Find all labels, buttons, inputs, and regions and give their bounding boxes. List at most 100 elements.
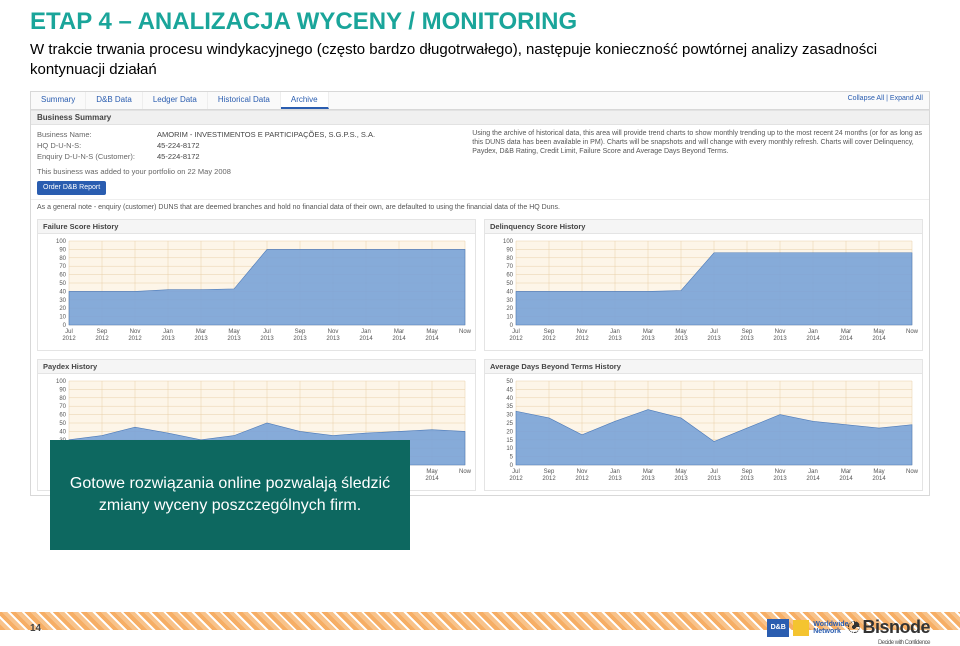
footer: 14 D&B Worldwide Network Bisnode Decide …	[0, 592, 960, 644]
svg-text:70: 70	[506, 264, 513, 270]
svg-text:90: 90	[506, 247, 513, 253]
svg-text:Jan: Jan	[610, 469, 620, 475]
svg-text:70: 70	[59, 264, 66, 270]
summary-fields: Business Name:AMORIM - INVESTIMENTOS E P…	[37, 129, 462, 196]
svg-text:50: 50	[506, 281, 513, 287]
svg-text:2013: 2013	[674, 476, 688, 482]
svg-text:Nov: Nov	[775, 329, 786, 335]
general-note: As a general note - enquiry (customer) D…	[31, 199, 929, 215]
bisnode-logo: Bisnode Decide with Confidence	[862, 617, 930, 638]
chart-delinquency: Delinquency Score History 01020304050607…	[484, 219, 923, 351]
dnb-logo: D&B Worldwide Network	[767, 619, 848, 637]
svg-text:40: 40	[506, 396, 513, 402]
chart-failure: Failure Score History 010203040506070809…	[37, 219, 476, 351]
svg-text:100: 100	[56, 379, 67, 385]
svg-text:Sep: Sep	[742, 469, 753, 475]
svg-text:2014: 2014	[425, 336, 439, 342]
svg-text:40: 40	[59, 429, 66, 435]
svg-text:2012: 2012	[542, 476, 556, 482]
svg-text:May: May	[873, 469, 884, 475]
svg-text:Mar: Mar	[643, 329, 653, 335]
svg-text:50: 50	[59, 421, 66, 427]
svg-text:25: 25	[506, 421, 513, 427]
svg-text:Nov: Nov	[577, 329, 588, 335]
svg-text:60: 60	[59, 413, 66, 419]
chart-title: Failure Score History	[38, 220, 475, 234]
svg-text:10: 10	[59, 315, 66, 321]
report-panel: Summary D&B Data Ledger Data Historical …	[30, 91, 930, 497]
svg-text:2013: 2013	[740, 476, 754, 482]
svg-text:Mar: Mar	[841, 469, 851, 475]
svg-text:90: 90	[59, 247, 66, 253]
svg-text:May: May	[675, 329, 686, 335]
svg-text:30: 30	[506, 298, 513, 304]
svg-text:Mar: Mar	[643, 469, 653, 475]
svg-text:Sep: Sep	[97, 329, 108, 335]
chart-svg: 05101520253035404550Jul2012Sep2012Nov201…	[488, 377, 918, 487]
bisnode-text: Bisnode	[862, 617, 930, 637]
svg-text:2013: 2013	[773, 476, 787, 482]
page-title: ETAP 4 – ANALIZACJA WYCENY / MONITORING	[0, 0, 960, 38]
svg-text:80: 80	[59, 396, 66, 402]
field-label: Business Name:	[37, 129, 157, 140]
svg-text:2013: 2013	[707, 336, 721, 342]
svg-text:Now: Now	[906, 469, 918, 475]
svg-text:100: 100	[503, 239, 514, 245]
svg-text:Nov: Nov	[130, 329, 141, 335]
tab-dbdata[interactable]: D&B Data	[86, 92, 143, 109]
chart-title: Delinquency Score History	[485, 220, 922, 234]
field-label: Enquiry D-U-N-S (Customer):	[37, 151, 157, 162]
svg-text:2013: 2013	[641, 476, 655, 482]
svg-text:2013: 2013	[161, 336, 175, 342]
svg-text:2013: 2013	[326, 336, 340, 342]
order-report-button[interactable]: Order D&B Report	[37, 181, 106, 196]
svg-text:May: May	[426, 329, 437, 335]
svg-text:2013: 2013	[608, 336, 622, 342]
business-summary-header: Business Summary	[31, 110, 929, 125]
svg-text:2013: 2013	[260, 336, 274, 342]
svg-text:50: 50	[506, 379, 513, 385]
business-summary-body: Business Name:AMORIM - INVESTIMENTOS E P…	[31, 125, 929, 200]
svg-text:2013: 2013	[641, 336, 655, 342]
field-value: 45-224-8172	[157, 151, 462, 162]
svg-text:Jan: Jan	[610, 329, 620, 335]
tab-ledger[interactable]: Ledger Data	[143, 92, 208, 109]
svg-text:2012: 2012	[575, 476, 589, 482]
svg-text:70: 70	[59, 404, 66, 410]
svg-text:2014: 2014	[839, 336, 853, 342]
tab-historical[interactable]: Historical Data	[208, 92, 281, 109]
svg-text:60: 60	[506, 273, 513, 279]
tab-summary[interactable]: Summary	[31, 92, 86, 109]
svg-text:2014: 2014	[806, 336, 820, 342]
svg-text:Mar: Mar	[841, 329, 851, 335]
svg-text:Sep: Sep	[544, 329, 555, 335]
field-value: AMORIM - INVESTIMENTOS E PARTICIPAÇÕES, …	[157, 129, 462, 140]
svg-text:Sep: Sep	[544, 469, 555, 475]
svg-text:80: 80	[59, 256, 66, 262]
tab-bar: Summary D&B Data Ledger Data Historical …	[31, 92, 929, 110]
svg-text:2012: 2012	[509, 336, 523, 342]
svg-text:10: 10	[506, 315, 513, 321]
page-subtitle: W trakcie trwania procesu windykacyjnego…	[0, 38, 960, 87]
chart-title: Average Days Beyond Terms History	[485, 360, 922, 374]
svg-text:2012: 2012	[575, 336, 589, 342]
svg-text:Jul: Jul	[263, 329, 271, 335]
svg-text:2014: 2014	[872, 476, 886, 482]
svg-text:35: 35	[506, 404, 513, 410]
svg-text:2014: 2014	[392, 336, 406, 342]
svg-text:50: 50	[59, 281, 66, 287]
svg-text:2014: 2014	[872, 336, 886, 342]
svg-text:Jan: Jan	[808, 469, 818, 475]
svg-text:60: 60	[59, 273, 66, 279]
footer-logos: D&B Worldwide Network Bisnode Decide wit…	[767, 617, 930, 638]
callout-box: Gotowe rozwiązania online pozwalają śled…	[50, 440, 410, 550]
svg-text:2013: 2013	[674, 336, 688, 342]
bisnode-tagline: Decide with Confidence	[878, 640, 930, 646]
chart-avgdays: Average Days Beyond Terms History 051015…	[484, 359, 923, 491]
svg-text:15: 15	[506, 438, 513, 444]
dnb-box-icon: D&B	[767, 619, 789, 637]
tab-archive[interactable]: Archive	[281, 92, 329, 109]
collapse-expand-link[interactable]: Collapse All | Expand All	[842, 92, 929, 109]
svg-text:90: 90	[59, 387, 66, 393]
svg-text:Jan: Jan	[808, 329, 818, 335]
